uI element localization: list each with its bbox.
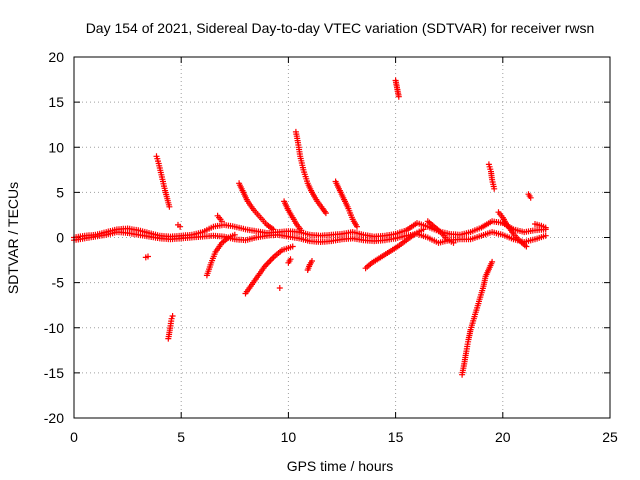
data-point [450,239,457,246]
x-tick-label: 25 [602,429,618,445]
data-point [289,243,296,250]
data-series [71,77,549,378]
y-tick-label: -15 [44,365,64,381]
data-point [523,243,530,250]
plot-area-border [73,56,611,419]
data-point [218,218,225,225]
x-axis-label: GPS time / hours [287,458,394,474]
data-point [489,258,496,265]
data-point [231,231,238,238]
data-point [169,313,176,319]
y-tick-label: 5 [56,184,64,200]
data-point [145,253,151,260]
data-point [287,256,294,263]
data-point [166,203,173,210]
data-point [395,93,402,100]
data-point [168,315,175,322]
data-point [177,223,184,230]
data-point [270,226,277,233]
y-axis-label: SDTVAR / TECUs [5,182,21,294]
x-tick-label: 20 [495,429,511,445]
data-point [542,224,549,231]
y-tick-label: 15 [48,94,64,110]
y-tick-label: -10 [44,320,64,336]
data-point [527,194,534,201]
data-point [322,210,329,217]
x-tick-label: 0 [70,429,78,445]
y-tick-label: 20 [48,49,64,65]
axis-ticks: 0 5 10 15 20 25 -20 -15 -10 -5 0 5 10 15 20 [44,49,618,445]
data-point [309,258,315,264]
data-point [354,223,360,230]
x-tick-label: 5 [177,429,185,445]
y-tick-label: 0 [56,230,64,246]
y-tick-label: 10 [48,139,64,155]
data-point [491,185,498,192]
data-point [420,226,427,233]
data-point [542,232,549,239]
y-tick-label: -5 [52,275,65,291]
chart-title: Day 154 of 2021, Sidereal Day-to-day VTE… [86,20,595,36]
x-tick-label: 10 [281,429,297,445]
y-tick-label: -20 [44,410,64,426]
data-point [276,285,283,291]
data-point [298,227,305,234]
x-tick-label: 15 [388,429,404,445]
